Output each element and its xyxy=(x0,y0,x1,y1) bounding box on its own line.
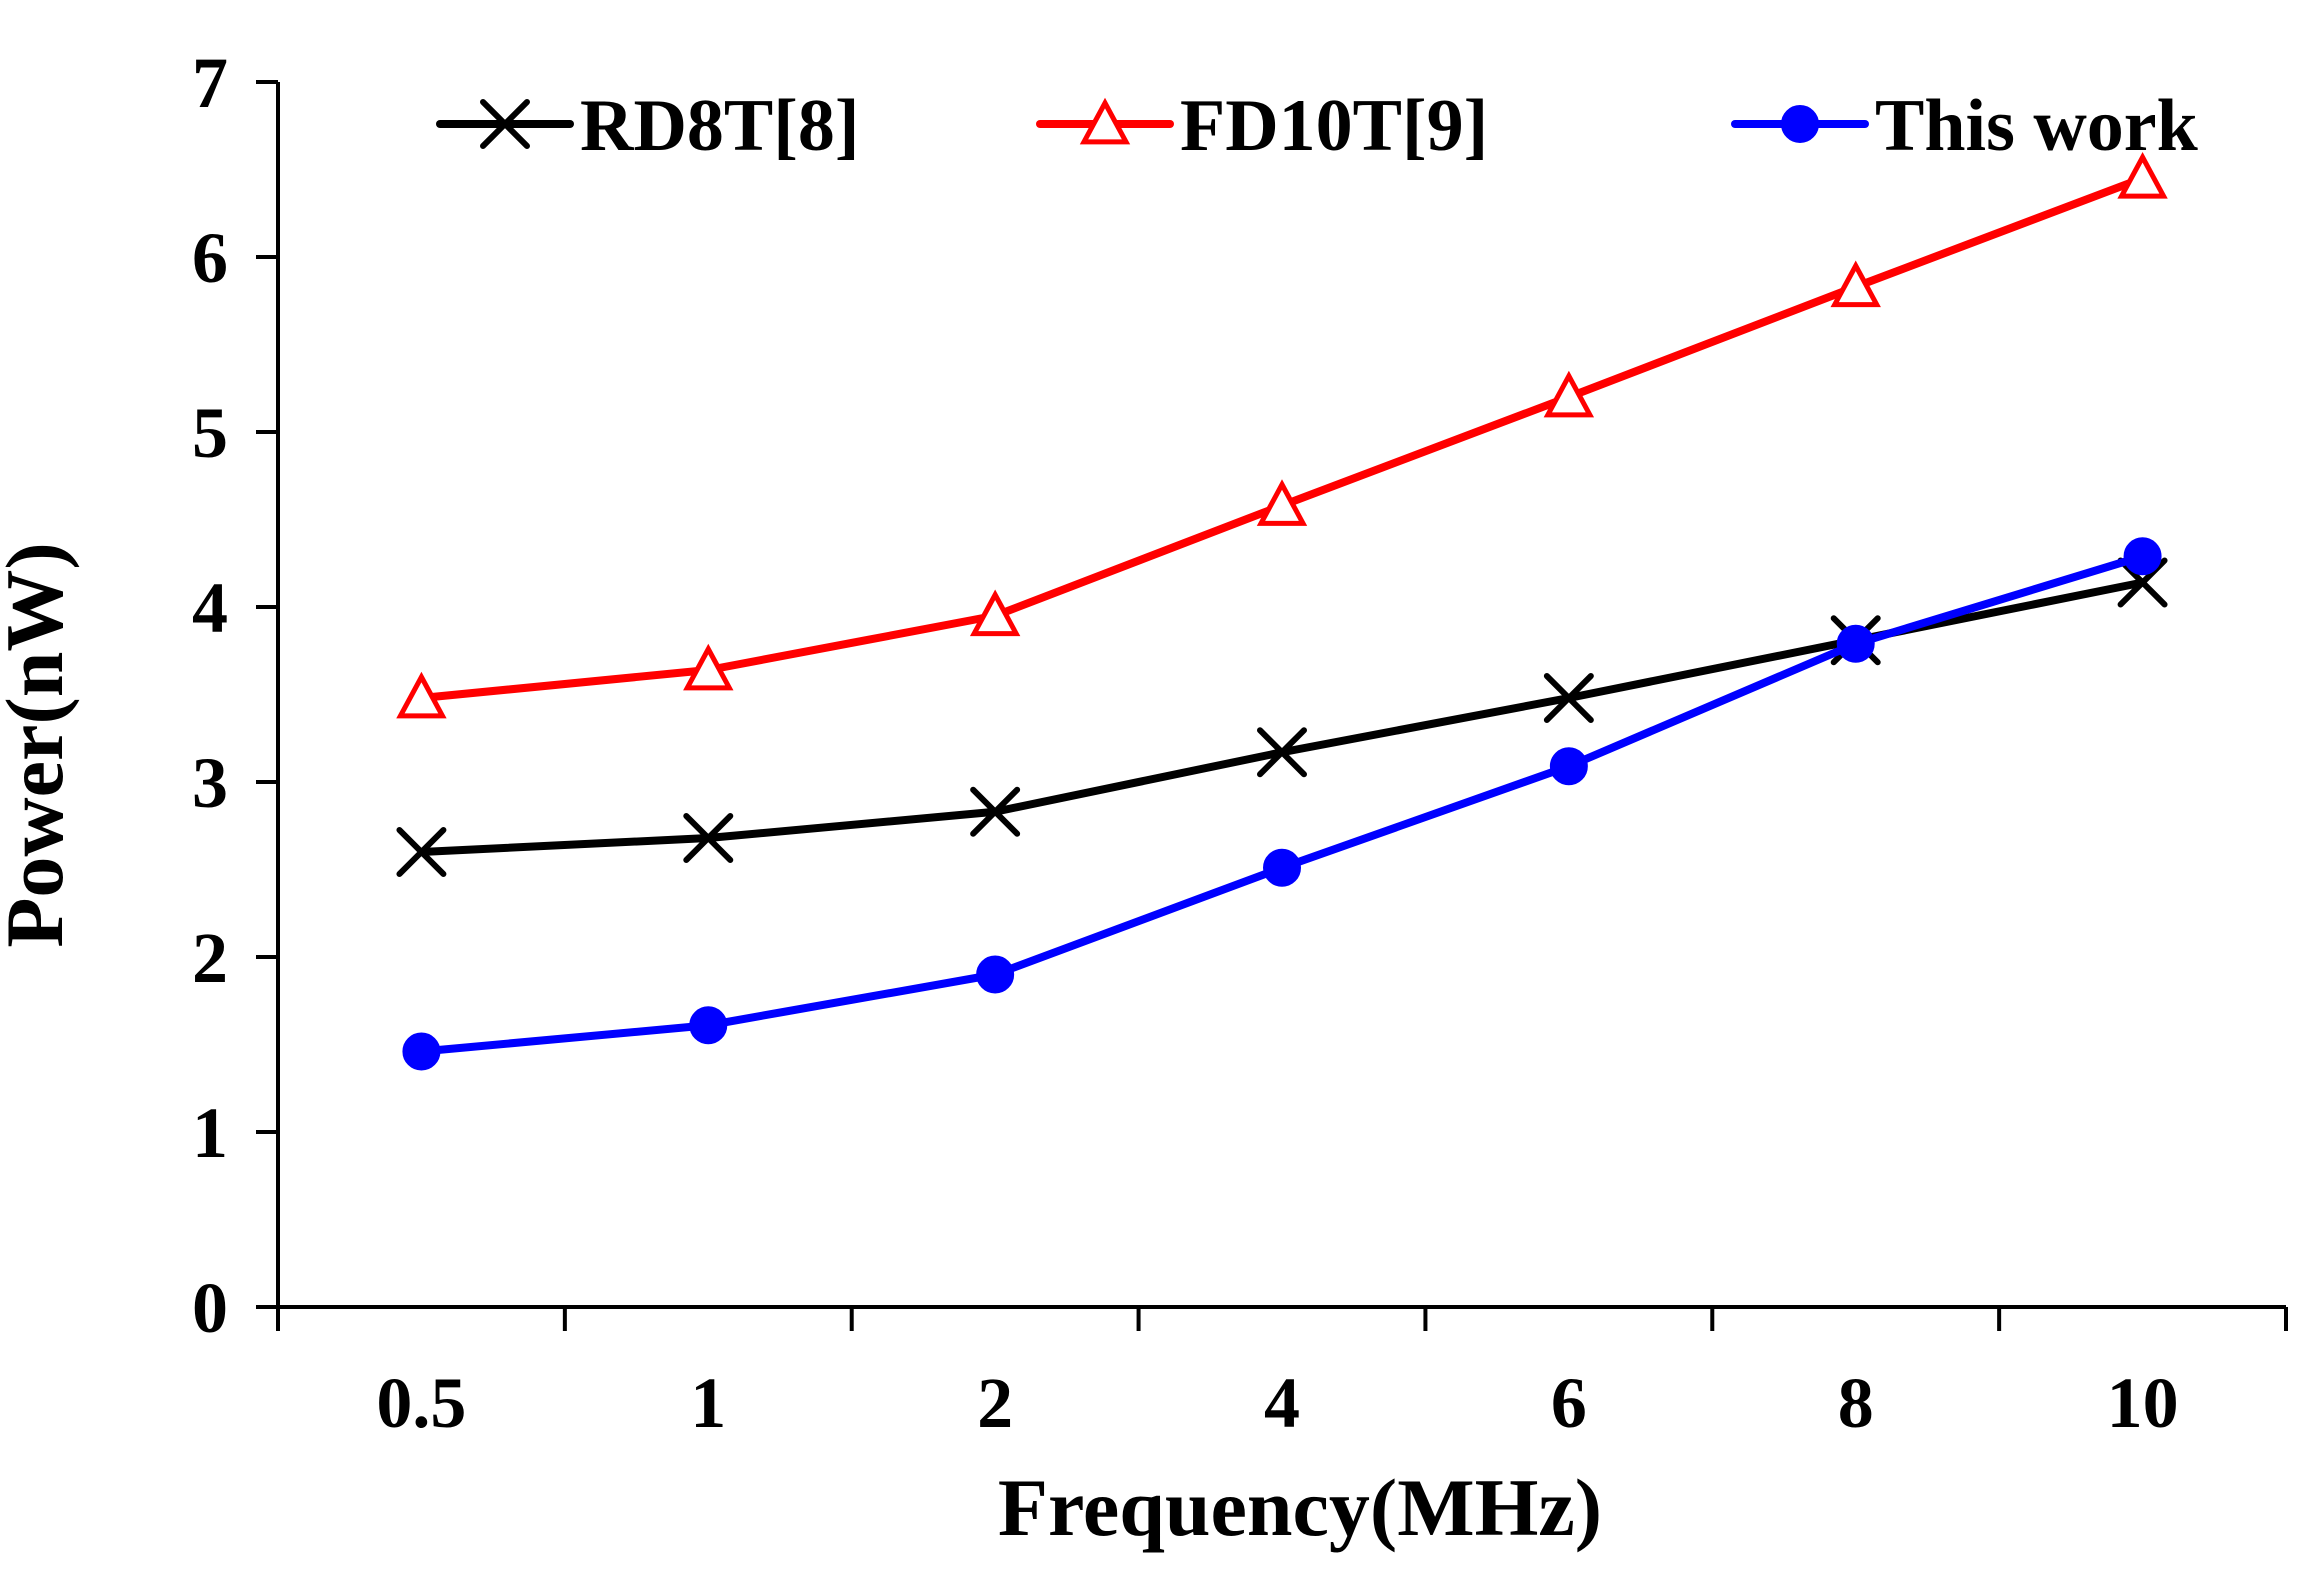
data-point xyxy=(689,1006,728,1045)
data-point xyxy=(1836,624,1875,663)
y-tick-label: 2 xyxy=(192,918,228,998)
legend-item: RD8T[8] xyxy=(436,85,860,167)
data-point xyxy=(1543,673,1594,723)
data-point xyxy=(396,671,447,719)
legend-label: FD10T[9] xyxy=(1180,85,1488,167)
series-1 xyxy=(396,151,2168,719)
data-point xyxy=(683,813,734,863)
y-tick-label: 7 xyxy=(192,43,228,123)
data-point xyxy=(1549,747,1588,786)
x-tick-label: 2 xyxy=(977,1363,1013,1443)
legend: RD8T[8] FD10T[9] This work xyxy=(436,85,2199,167)
x-tick-label: 6 xyxy=(1551,1363,1587,1443)
data-point xyxy=(1257,727,1307,778)
legend-item: FD10T[9] xyxy=(1036,85,1488,167)
x-tick-label: 10 xyxy=(2107,1363,2179,1443)
data-point xyxy=(2123,537,2162,576)
y-tick-label: 5 xyxy=(192,393,228,473)
y-tick-label: 6 xyxy=(192,218,228,298)
data-point xyxy=(683,643,734,691)
series-layer xyxy=(396,151,2168,1071)
data-point xyxy=(1256,479,1308,526)
legend-marker xyxy=(1781,105,1819,143)
y-tick-label: 1 xyxy=(192,1093,228,1173)
data-point xyxy=(1263,848,1301,887)
data-point xyxy=(976,955,1015,994)
y-tick-label: 0 xyxy=(192,1268,228,1348)
legend-label: This work xyxy=(1875,85,2199,167)
legend-marker xyxy=(480,99,530,149)
y-axis-title: Power(nW) xyxy=(0,542,80,947)
data-point xyxy=(1830,260,1881,308)
data-point xyxy=(1543,370,1595,418)
y-tick-label: 4 xyxy=(192,568,228,648)
data-point xyxy=(402,1032,441,1071)
x-tick-label: 4 xyxy=(1264,1363,1300,1443)
data-point xyxy=(2117,151,2168,199)
y-tick-label: 3 xyxy=(192,743,228,823)
x-tick-label: 8 xyxy=(1838,1363,1874,1443)
data-point xyxy=(970,786,1021,837)
x-tick-label: 0.5 xyxy=(376,1363,466,1443)
axes: 0 1 2 3 4 5 6 7 0.5 1 2 4 6 8 10 xyxy=(192,43,2288,1443)
legend-item: This work xyxy=(1731,85,2199,167)
legend-label: RD8T[8] xyxy=(580,85,860,167)
legend-marker xyxy=(1079,97,1131,145)
data-point xyxy=(396,827,447,877)
x-tick-label: 1 xyxy=(690,1363,726,1443)
data-point xyxy=(969,589,1021,637)
series-2 xyxy=(402,537,2162,1071)
x-axis-title: Frequency(MHz) xyxy=(998,1462,1602,1553)
